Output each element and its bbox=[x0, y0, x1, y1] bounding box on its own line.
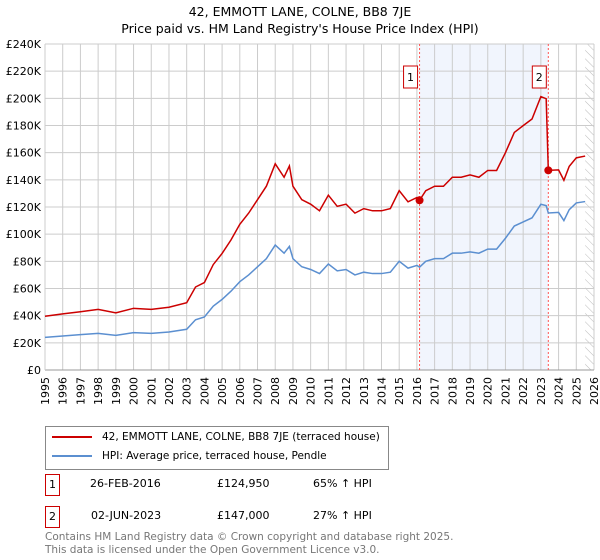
footer-line-1: Contains HM Land Registry data © Crown c… bbox=[45, 531, 454, 543]
sale-date: 26-FEB-2016 bbox=[90, 477, 161, 490]
legend-item-hpi: HPI: Average price, terraced house, Pend… bbox=[52, 450, 327, 462]
series-line-property bbox=[44, 95, 586, 317]
x-tick-label: 2008 bbox=[269, 377, 282, 405]
y-tick-label: £240K bbox=[6, 38, 42, 51]
x-tick-label: 2005 bbox=[216, 377, 229, 405]
y-tick-label: £60K bbox=[13, 283, 42, 296]
x-tick-label: 2012 bbox=[340, 377, 353, 405]
legend-swatch-red bbox=[52, 436, 92, 438]
x-tick-label: 2025 bbox=[570, 377, 583, 405]
x-tick-label: 2007 bbox=[252, 377, 265, 405]
sale-price: £124,950 bbox=[217, 477, 270, 490]
legend-label: HPI: Average price, terraced house, Pend… bbox=[102, 450, 327, 462]
sale-marker: 2 bbox=[45, 506, 60, 528]
annotation-label: 2 bbox=[536, 71, 543, 84]
x-tick-label: 2021 bbox=[499, 377, 512, 405]
x-tick-label: 2026 bbox=[588, 377, 600, 405]
y-tick-label: £0 bbox=[27, 364, 41, 377]
sale-row-1: 1 26-FEB-2016 £124,950 65% ↑ HPI bbox=[45, 474, 600, 496]
sale-hpi: 27% ↑ HPI bbox=[313, 509, 372, 522]
legend: 42, EMMOTT LANE, COLNE, BB8 7JE (terrace… bbox=[45, 426, 389, 470]
sale-date: 02-JUN-2023 bbox=[91, 509, 162, 522]
x-tick-label: 2019 bbox=[464, 377, 477, 405]
x-tick-label: 2009 bbox=[287, 377, 300, 405]
y-tick-label: £220K bbox=[6, 65, 42, 78]
plot-area: 1995 1996 1997 1998 1999 2000 2001 2002 2003 2004… bbox=[6, 38, 600, 405]
x-tick-label: 2015 bbox=[393, 377, 406, 405]
legend-label: 42, EMMOTT LANE, COLNE, BB8 7JE (terrace… bbox=[102, 431, 380, 443]
sale-row-2: 2 02-JUN-2023 £147,000 27% ↑ HPI bbox=[45, 506, 600, 528]
x-tick-label: 2000 bbox=[128, 377, 141, 405]
footer: Contains HM Land Registry data © Crown c… bbox=[45, 531, 453, 557]
y-tick-label: £20K bbox=[13, 337, 42, 350]
chart-subtitle: Price paid vs. HM Land Registry's House … bbox=[121, 21, 479, 36]
y-tick-label: £40K bbox=[13, 310, 42, 323]
x-tick-label: 1999 bbox=[110, 377, 123, 405]
x-tick-label: 1998 bbox=[92, 377, 105, 405]
x-tick-label: 2022 bbox=[517, 377, 530, 405]
x-tick-label: 2011 bbox=[322, 377, 335, 405]
x-tick-label: 2010 bbox=[305, 377, 318, 405]
x-tick-label: 2004 bbox=[198, 377, 211, 405]
footer-line-2: This data is licensed under the Open Gov… bbox=[45, 544, 380, 556]
sale-hpi: 65% ↑ HPI bbox=[313, 477, 372, 490]
x-tick-label: 2020 bbox=[482, 377, 495, 405]
y-tick-label: £160K bbox=[6, 147, 42, 160]
x-tick-label: 2017 bbox=[429, 377, 442, 405]
sale-point bbox=[544, 166, 553, 175]
annotation-label: 1 bbox=[407, 71, 414, 84]
x-tick-label: 1995 bbox=[39, 377, 52, 405]
x-tick-label: 2001 bbox=[145, 377, 158, 405]
x-tick-label: 1996 bbox=[57, 377, 70, 405]
sale-marker: 1 bbox=[45, 474, 60, 496]
legend-item-property: 42, EMMOTT LANE, COLNE, BB8 7JE (terrace… bbox=[52, 431, 380, 443]
x-tick-label: 2013 bbox=[358, 377, 371, 405]
y-tick-label: £140K bbox=[6, 174, 42, 187]
annotation-box bbox=[403, 65, 419, 89]
x-tick-label: 2024 bbox=[553, 377, 566, 405]
legend-swatch-blue bbox=[52, 455, 92, 457]
x-tick-label: 2023 bbox=[535, 377, 548, 405]
annotation-box bbox=[531, 65, 547, 89]
x-tick-label: 2006 bbox=[234, 377, 247, 405]
y-tick-label: £80K bbox=[13, 255, 42, 268]
x-tick-label: 2016 bbox=[411, 377, 424, 405]
y-tick-label: £120K bbox=[6, 201, 42, 214]
series-line-hpi bbox=[44, 200, 586, 339]
x-tick-label: 2014 bbox=[375, 377, 388, 405]
y-tick-label: £200K bbox=[6, 92, 42, 105]
y-tick-label: £180K bbox=[6, 120, 42, 133]
sale-point bbox=[415, 196, 424, 205]
y-tick-label: £100K bbox=[6, 228, 42, 241]
sale-price: £147,000 bbox=[217, 509, 270, 522]
x-tick-label: 2002 bbox=[163, 377, 176, 405]
x-tick-label: 1997 bbox=[74, 377, 87, 405]
x-tick-label: 2018 bbox=[446, 377, 459, 405]
x-tick-label: 2003 bbox=[181, 377, 194, 405]
chart-title: 42, EMMOTT LANE, COLNE, BB8 7JE bbox=[188, 4, 412, 19]
